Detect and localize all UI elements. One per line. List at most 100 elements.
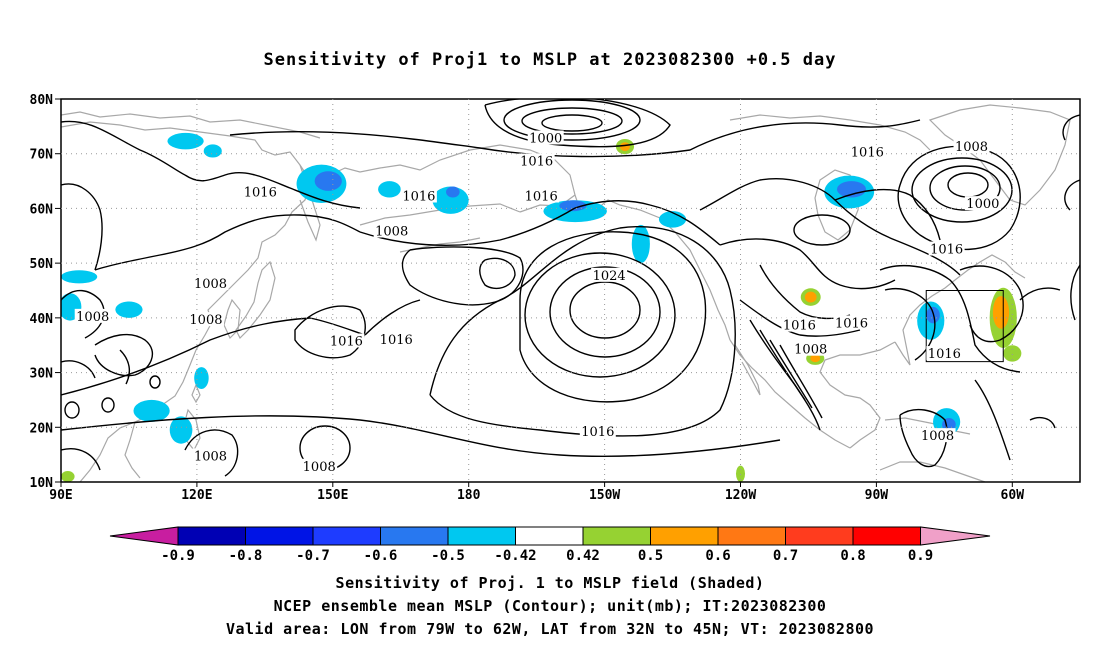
contour-label-bg: [591, 267, 628, 282]
colorbar-label: 0.7: [773, 548, 798, 564]
contour-label: 1008: [955, 140, 988, 155]
contour-label-bg: [187, 312, 224, 327]
contour-label-bg: [192, 448, 229, 463]
longitude-label: 120E: [181, 488, 212, 503]
contour-label: 1016: [581, 425, 614, 440]
contour-label-bg: [833, 315, 870, 330]
contour-label-bg: [328, 333, 365, 348]
contour-label: 1016: [244, 186, 277, 201]
colorbar-box: [245, 526, 314, 546]
sensitivity-patch: [1003, 345, 1022, 362]
contour-label: 1016: [928, 347, 961, 362]
sensitivity-patch: [378, 181, 401, 198]
contour-label: 1008: [303, 460, 336, 475]
colorbar-label: -0.7: [296, 548, 330, 564]
contour-label: 1016: [520, 154, 553, 169]
colorbar-label: -0.9: [161, 548, 195, 564]
contour-label: 1008: [375, 225, 408, 240]
sensitivity-patch: [804, 291, 817, 303]
longitude-label: 180: [457, 488, 481, 503]
colorbar-right-triangle: [920, 526, 991, 546]
sensitivity-patch: [658, 211, 687, 228]
colorbar-box: [447, 526, 516, 546]
contour-label-bg: [792, 341, 829, 356]
contour-labels: 1000 1016 1016 1016 1016 1016 1008 1000 1016 1008…: [74, 130, 1001, 475]
colorbar: -0.9 -0.8 -0.7 -0.6 -0.5 -0.42 0.42 0.5 0.6 0.7 0.…: [109, 526, 991, 564]
contour-label-bg: [74, 308, 111, 323]
colorbar-label: 0.5: [638, 548, 663, 564]
colorbar-box: [380, 526, 449, 546]
contour-label: 1016: [930, 243, 963, 258]
sensitivity-patch: [810, 354, 821, 363]
longitude-label: 60W: [1001, 488, 1025, 503]
contour-label: 1016: [330, 334, 363, 349]
sensitivity-patch: [631, 224, 650, 264]
contour-label-bg: [928, 241, 965, 256]
colorbar-box: [785, 526, 854, 546]
contour-label: 1008: [794, 343, 827, 358]
valid-area-box: [925, 290, 1004, 363]
colorbar-label: 0.8: [840, 548, 865, 564]
contour-label-bg: [919, 428, 956, 443]
contour-label-bg: [518, 153, 555, 168]
contour-label-bg: [849, 144, 886, 159]
sensitivity-patch: [992, 295, 1010, 329]
sensitivity-patch: [836, 181, 866, 198]
axis-ticks: [55, 98, 1013, 487]
mslp-contours: [61, 99, 1080, 477]
caption-contour: NCEP ensemble mean MSLP (Contour); unit(…: [273, 597, 827, 615]
contour-label: 1016: [783, 319, 816, 334]
sensitivity-patch: [446, 186, 460, 198]
contour-label-bg: [523, 188, 560, 203]
colorbar-label: -0.6: [364, 548, 398, 564]
sensitivity-patch: [133, 399, 170, 422]
colorbar-left-triangle: [109, 526, 179, 546]
sensitivity-patch: [620, 142, 630, 151]
sensitivity-patch: [167, 132, 204, 150]
longitude-label: 90E: [49, 488, 72, 503]
contour-label-bg: [378, 331, 415, 346]
sensitivity-patch: [314, 171, 342, 191]
map-title: Sensitivity of Proj1 to MSLP at 20230823…: [263, 50, 837, 70]
contour-label: 1016: [851, 146, 884, 161]
contour-label: 1008: [189, 313, 222, 328]
colorbar-label: 0.42: [566, 548, 600, 564]
colorbar-box: [177, 526, 246, 546]
colorbar-box: [312, 526, 381, 546]
contour-label-bg: [781, 317, 818, 332]
longitude-axis: 90E 120E 150E 180 150W 120W 90W 60W: [49, 488, 1024, 503]
contour-label: 1016: [402, 189, 435, 204]
sensitivity-patch: [61, 270, 98, 284]
longitude-label: 150W: [589, 488, 620, 503]
contour-label-bg: [242, 184, 279, 199]
longitude-label: 120W: [725, 488, 756, 503]
latitude-label: 20N: [30, 421, 54, 436]
colorbar-box: [852, 526, 921, 546]
contour-label-bg: [373, 223, 410, 238]
latitude-label: 30N: [30, 367, 54, 382]
latitude-label: 50N: [30, 257, 54, 272]
longitude-label: 90W: [865, 488, 889, 503]
caption-shading: Sensitivity of Proj. 1 to MSLP field (Sh…: [335, 574, 765, 592]
caption-valid-area: Valid area: LON from 79W to 62W, LAT fro…: [225, 620, 875, 638]
contour-label: 1008: [194, 277, 227, 292]
contour-label-bg: [192, 276, 229, 291]
colorbar-box: [515, 526, 584, 546]
sensitivity-patch: [194, 367, 209, 389]
colorbar-box: [717, 526, 786, 546]
contour-label: 1008: [76, 310, 109, 325]
colorbar-box: [650, 526, 719, 546]
sensitivity-patch: [169, 416, 193, 444]
contour-label-bg: [579, 423, 616, 438]
sensitivity-patch: [735, 465, 746, 482]
contour-label: 1016: [835, 316, 868, 331]
contour-label-bg: [953, 139, 990, 154]
sensitivity-patch: [61, 471, 75, 482]
contour-label-bg: [527, 130, 564, 145]
contour-label: 1008: [921, 429, 954, 444]
latitude-label: 40N: [30, 312, 54, 327]
latitude-label: 10N: [30, 476, 54, 491]
colorbar-label: -0.42: [494, 548, 536, 564]
contour-label: 1000: [966, 197, 999, 212]
